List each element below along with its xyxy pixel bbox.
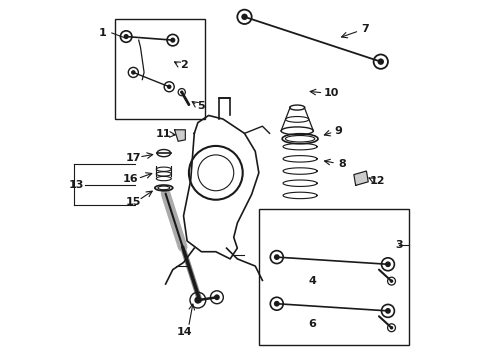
Text: 8: 8 [338,159,345,169]
Circle shape [389,279,392,283]
Text: 1: 1 [99,28,106,38]
Text: 13: 13 [68,180,83,190]
Polygon shape [353,171,367,185]
Bar [258,209,408,345]
Circle shape [214,294,219,300]
Text: 2: 2 [179,60,187,70]
Text: 11: 11 [156,130,171,139]
Circle shape [384,261,390,267]
Circle shape [389,326,392,329]
Polygon shape [174,130,185,141]
Text: 4: 4 [308,276,316,286]
Circle shape [241,14,247,20]
Circle shape [384,308,390,314]
Bar [115,19,204,119]
Circle shape [194,297,201,304]
Text: 7: 7 [360,24,368,35]
Text: 5: 5 [197,102,205,112]
Text: 16: 16 [122,174,138,184]
Circle shape [131,70,135,75]
Text: 6: 6 [308,319,316,329]
Text: 12: 12 [369,176,385,186]
Text: 17: 17 [125,153,141,163]
Text: 3: 3 [394,239,402,249]
Text: 10: 10 [323,88,338,98]
Circle shape [273,254,279,260]
Circle shape [166,85,171,89]
Circle shape [377,58,383,65]
Circle shape [180,90,183,94]
Text: 14: 14 [176,327,192,337]
Text: 15: 15 [125,197,141,207]
Text: 9: 9 [334,126,342,135]
Circle shape [273,301,279,307]
Circle shape [170,37,175,43]
Circle shape [123,34,128,39]
